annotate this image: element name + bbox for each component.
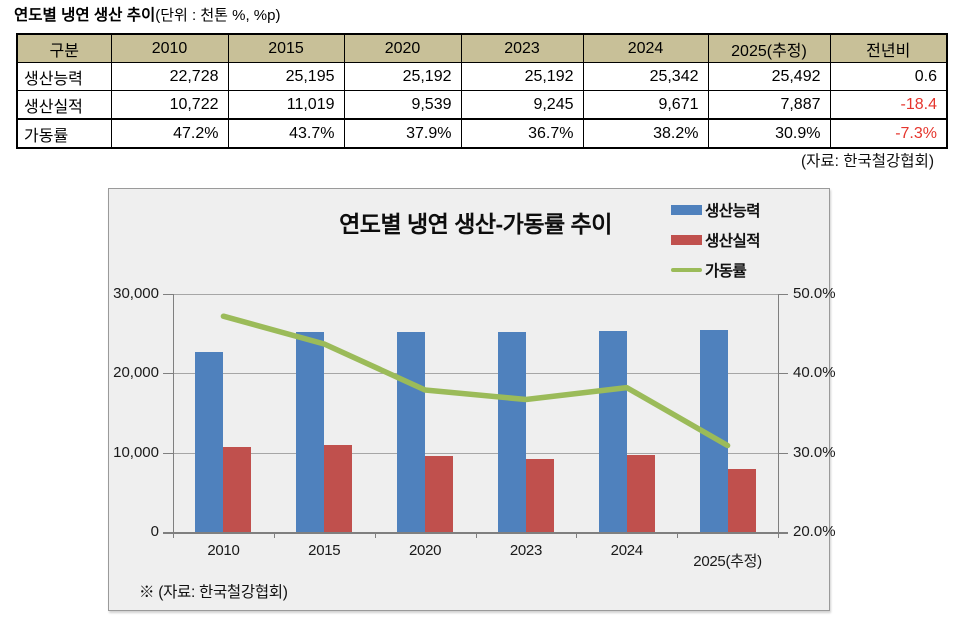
table-cell: 10,722 — [110, 90, 229, 120]
right-axis-label: 20.0% — [793, 523, 836, 540]
bar-생산실적 — [727, 469, 756, 532]
utilization-line — [220, 313, 731, 449]
table-header-cell-2: 2015 — [227, 33, 345, 63]
left-axis-label: 30,000 — [113, 285, 159, 302]
bar-생산능력 — [497, 332, 526, 532]
bar-생산능력 — [598, 330, 627, 532]
left-axis-label: 20,000 — [113, 364, 159, 382]
table-cell: 30.9% — [707, 118, 831, 149]
x-axis-tick — [576, 532, 578, 538]
bar-생산능력 — [296, 332, 325, 532]
left-axis-line — [173, 294, 174, 532]
x-axis-tick — [374, 532, 376, 538]
legend-label-생산능력: 생산능력 — [705, 202, 761, 220]
x-axis-tick — [173, 532, 174, 538]
yoy-cell: 0.6 — [829, 62, 948, 91]
x-axis-label: 2023 — [509, 542, 542, 559]
x-axis-tick — [273, 532, 275, 538]
x-axis-label: 2024 — [610, 542, 643, 559]
legend-swatch-생산능력 — [671, 204, 702, 215]
bar-생산실적 — [425, 456, 454, 532]
page-title: 연도별 냉연 생산 추이(단위 : 천톤 %, %p) — [14, 6, 280, 26]
table-cell: 9,539 — [343, 90, 462, 120]
page-title-text: 연도별 냉연 생산 추이 — [14, 7, 156, 24]
table-header-cell-3: 2020 — [343, 33, 462, 63]
table-row-가동률: 가동률 47.2% 43.7% 37.9% 36.7% 38.2% 30.9% -7.3% — [16, 118, 948, 149]
bar-생산실적 — [324, 444, 353, 532]
right-axis-label: 30.0% — [793, 443, 836, 461]
table-cell: 25,192 — [343, 62, 462, 91]
left-axis-tick — [163, 294, 173, 295]
row-label: 가동률 — [16, 118, 112, 149]
bar-생산능력 — [397, 332, 426, 532]
legend-swatch-가동률 — [671, 267, 702, 272]
right-axis-tick — [778, 373, 788, 375]
row-label: 생산능력 — [16, 62, 112, 91]
table-header-cell-0: 구분 — [16, 33, 112, 63]
yoy-cell: -18.4 — [829, 90, 948, 120]
gridline — [173, 373, 778, 375]
table-cell: 25,192 — [460, 62, 584, 91]
right-axis-line — [778, 294, 779, 532]
page-title-unit: (단위 : 천톤 %, %p) — [155, 7, 281, 24]
table-row-생산실적: 생산실적 10,722 11,019 9,539 9,245 9,671 7,887 -18.… — [16, 90, 948, 120]
legend-swatch-생산실적 — [671, 234, 702, 245]
left-axis-tick — [163, 452, 173, 454]
table-cell: 37.9% — [343, 118, 462, 149]
right-axis-label: 50.0% — [793, 285, 836, 302]
table-row-생산능력: 생산능력 22,728 25,195 25,192 25,192 25,342 25,492… — [16, 62, 948, 91]
x-axis-tick — [677, 532, 679, 538]
table-cell: 47.2% — [110, 118, 229, 149]
left-axis-label: 0 — [150, 523, 159, 540]
x-axis-tick — [778, 532, 779, 538]
table-cell: 36.7% — [460, 118, 584, 149]
legend-label-생산실적: 생산실적 — [705, 232, 761, 250]
table-header-cell-4: 2023 — [460, 33, 584, 63]
table-header-cell-5: 2024 — [582, 33, 709, 63]
table-header-cell-7: 전년비 — [829, 33, 948, 63]
table-cell: 38.2% — [582, 118, 709, 149]
row-label: 생산실적 — [16, 90, 112, 120]
gridline — [173, 294, 778, 295]
bar-생산실적 — [223, 446, 252, 532]
table-cell: 25,342 — [582, 62, 709, 91]
table-cell: 25,492 — [707, 62, 831, 91]
bar-생산실적 — [626, 455, 655, 532]
x-axis-label: 2020 — [408, 542, 442, 559]
legend-label-가동률: 가동률 — [705, 262, 747, 280]
bar-생산능력 — [195, 351, 224, 532]
chart-title: 연도별 냉연 생산-가동률 추이 — [339, 211, 612, 237]
yoy-cell: -7.3% — [829, 118, 948, 149]
table-cell: 25,195 — [227, 62, 345, 91]
left-axis-tick — [163, 373, 173, 375]
right-axis-label: 40.0% — [793, 364, 836, 382]
chart-source-note: ※ (자료: 한국철강협회) — [139, 584, 288, 601]
table-cell: 22,728 — [110, 62, 229, 91]
legend-item-생산실적: 생산실적 — [671, 229, 761, 250]
table-header-cell-6: 2025(추정) — [707, 33, 831, 63]
table-header-row: 구분 2010 2015 2020 2023 2024 2025(추정) 전년비 — [16, 33, 948, 63]
table-header-cell-1: 2010 — [110, 33, 229, 63]
bar-생산실적 — [525, 458, 554, 532]
right-axis-tick — [778, 452, 788, 454]
legend-item-가동률: 가동률 — [671, 259, 760, 280]
table-source-note: (자료: 한국철강협회) — [800, 153, 934, 170]
table-cell: 7,887 — [707, 90, 831, 120]
legend-item-생산능력: 생산능력 — [671, 199, 761, 220]
table-cell: 9,245 — [460, 90, 584, 120]
table-cell: 11,019 — [227, 90, 345, 120]
x-axis-label: 2015 — [308, 542, 341, 559]
gridline — [173, 452, 778, 454]
production-table: 구분 2010 2015 2020 2023 2024 2025(추정) 전년비 생산능력 22… — [16, 33, 948, 149]
x-axis-label: 2025(추정) — [693, 553, 762, 570]
left-axis-label: 10,000 — [113, 443, 159, 461]
x-axis-label: 2010 — [207, 542, 240, 559]
right-axis-tick — [778, 294, 788, 295]
table-cell: 43.7% — [227, 118, 345, 149]
x-axis-tick — [475, 532, 477, 538]
table-cell: 9,671 — [582, 90, 709, 120]
